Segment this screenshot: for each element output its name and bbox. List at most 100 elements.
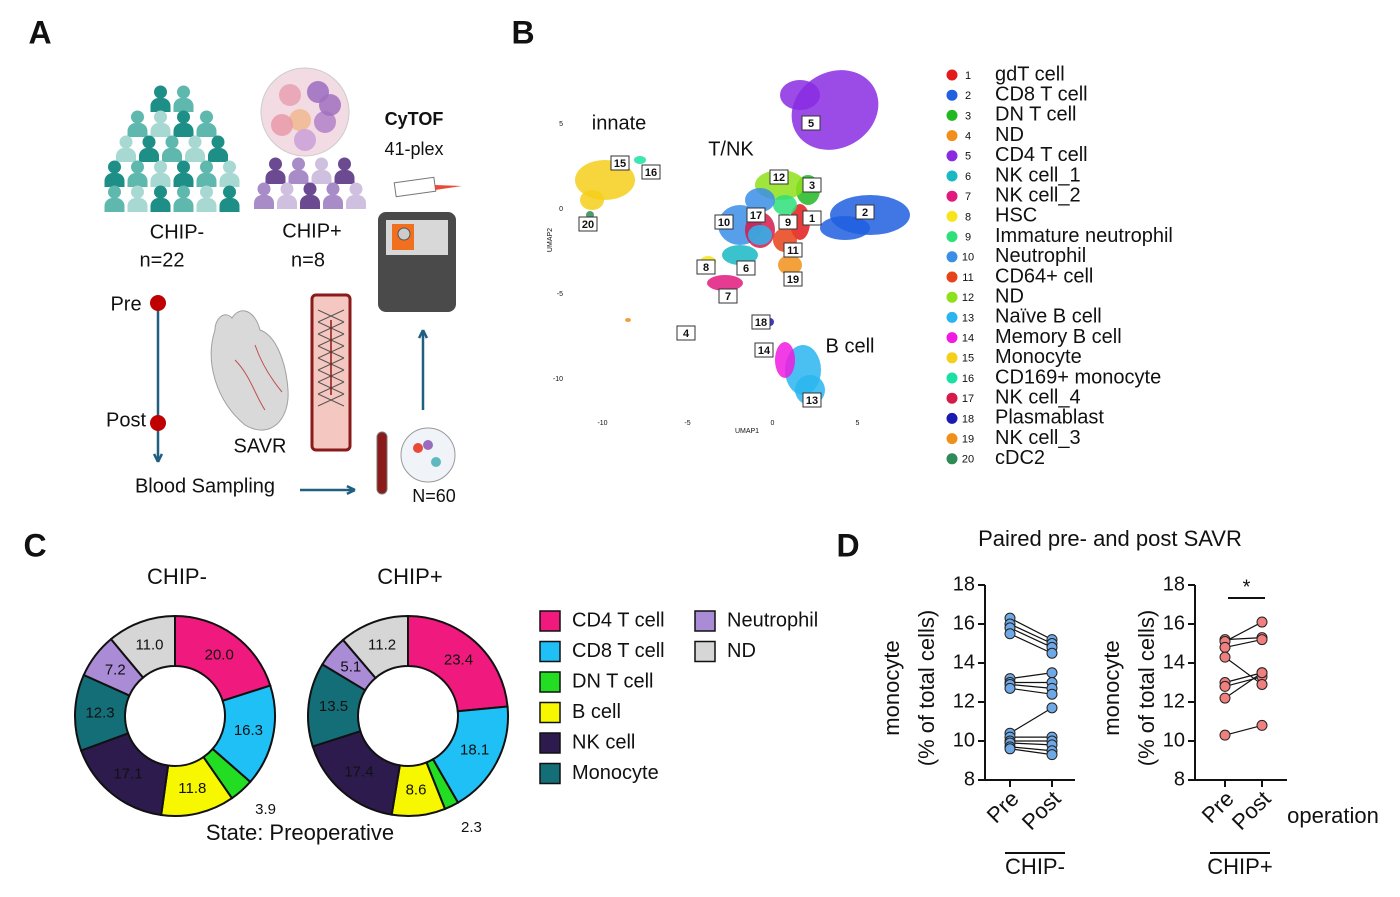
- data-point: [1004, 743, 1016, 755]
- cluster-number: 3: [809, 180, 815, 192]
- legend-label: ND: [727, 640, 756, 662]
- data-point: [1256, 667, 1268, 679]
- person-icon: [177, 85, 190, 99]
- legend-label: CD8 T cell: [572, 640, 665, 662]
- legend-label: CD169+ monocyte: [995, 366, 1161, 388]
- person-icon: [349, 182, 363, 196]
- person-icon: [173, 98, 194, 112]
- y-axis-label: UMAP2: [547, 228, 554, 252]
- person-icon: [346, 195, 366, 209]
- person-icon: [196, 123, 217, 137]
- person-icon: [200, 110, 213, 124]
- legend-number: 16: [962, 373, 974, 385]
- cluster-number: 17: [750, 210, 762, 222]
- legend-label: CD8 T cell: [995, 83, 1088, 105]
- person-icon: [200, 160, 213, 174]
- panel-letter: B: [511, 14, 534, 50]
- data-point: [1256, 634, 1268, 646]
- donut-slice: [174, 614, 272, 703]
- person-icon: [104, 173, 125, 187]
- legend-label: Plasmablast: [995, 407, 1104, 429]
- region-label: T/NK: [708, 138, 754, 160]
- x-tick-label: Post: [1227, 786, 1276, 835]
- person-icon: [219, 173, 240, 187]
- data-point: [1256, 719, 1268, 731]
- legend-label: Immature neutrophil: [995, 225, 1173, 247]
- legend-number: 9: [965, 232, 971, 244]
- person-icon: [288, 170, 309, 184]
- person-icon: [277, 195, 297, 209]
- legend-swatch: [539, 762, 561, 785]
- y-tick-label: -10: [553, 376, 563, 383]
- person-icon: [185, 148, 205, 162]
- person-icon: [108, 185, 121, 199]
- person-icon: [292, 157, 305, 171]
- value-label: 13.5: [319, 698, 348, 715]
- pair-line: [1009, 746, 1053, 752]
- cluster-number: 18: [755, 317, 767, 329]
- person-icon: [108, 160, 121, 174]
- value-label: 20.0: [205, 646, 234, 663]
- data-point: [1004, 628, 1016, 640]
- legend-swatch: [539, 732, 561, 754]
- legend-number: 4: [965, 131, 971, 143]
- legend-swatch: [539, 610, 561, 632]
- person-icon: [150, 98, 171, 112]
- x-tick-label: 5: [856, 420, 860, 427]
- cluster-box: [802, 210, 822, 226]
- person-icon: [154, 160, 167, 174]
- legend-label: Monocyte: [572, 762, 659, 784]
- data-point: [1046, 667, 1058, 679]
- cell: [314, 111, 336, 133]
- person-icon: [104, 198, 125, 212]
- cluster-box: [802, 392, 822, 408]
- pair-line: [1224, 724, 1263, 736]
- cell: [279, 84, 301, 106]
- y-tick-label: -5: [557, 291, 563, 298]
- person-icon: [127, 173, 148, 187]
- pair-line: [1224, 639, 1263, 648]
- legend-number: 2: [965, 90, 971, 102]
- pair-line: [1224, 676, 1263, 687]
- person-icon: [200, 185, 213, 199]
- pair-line: [1009, 623, 1053, 645]
- legend-dot: [946, 170, 958, 182]
- person-icon: [326, 182, 340, 196]
- person-icon: [269, 157, 282, 171]
- person-icon: [116, 148, 136, 162]
- legend-label: cDC2: [995, 447, 1045, 469]
- person-icon: [154, 185, 167, 199]
- person-icon: [154, 110, 167, 124]
- x-tick-label: -10: [597, 420, 607, 427]
- cluster-box: [751, 314, 771, 330]
- legend-number: 15: [962, 353, 974, 365]
- cluster-box: [714, 214, 734, 230]
- legend-label: Naïve B cell: [995, 306, 1102, 328]
- group-label: CHIP-: [150, 221, 204, 243]
- y-tick-label: 8: [964, 768, 975, 790]
- data-point: [1219, 641, 1231, 653]
- legend-dot: [946, 150, 958, 162]
- legend-number: 13: [962, 312, 974, 324]
- cell: [423, 440, 433, 450]
- value-label: 11.2: [368, 637, 396, 654]
- chart-title: CHIP+: [377, 564, 442, 589]
- data-point: [1046, 647, 1058, 659]
- person-icon: [150, 173, 171, 187]
- legend-label: CD64+ cell: [995, 265, 1093, 287]
- pair-line: [1224, 672, 1263, 684]
- cluster-box: [783, 242, 803, 258]
- cluster-region: [820, 216, 870, 240]
- person-icon: [139, 148, 159, 162]
- cluster-region: [745, 188, 775, 212]
- cluster-number: 12: [773, 172, 785, 184]
- group-n: n=22: [139, 249, 184, 271]
- data-point: [1046, 688, 1058, 700]
- x-tick-label: Post: [1017, 786, 1066, 835]
- data-point: [1004, 682, 1016, 694]
- legend-number: 17: [962, 393, 974, 405]
- legend-label: NK cell_1: [995, 164, 1081, 186]
- person-icon: [219, 198, 240, 212]
- pair-line: [1009, 687, 1053, 695]
